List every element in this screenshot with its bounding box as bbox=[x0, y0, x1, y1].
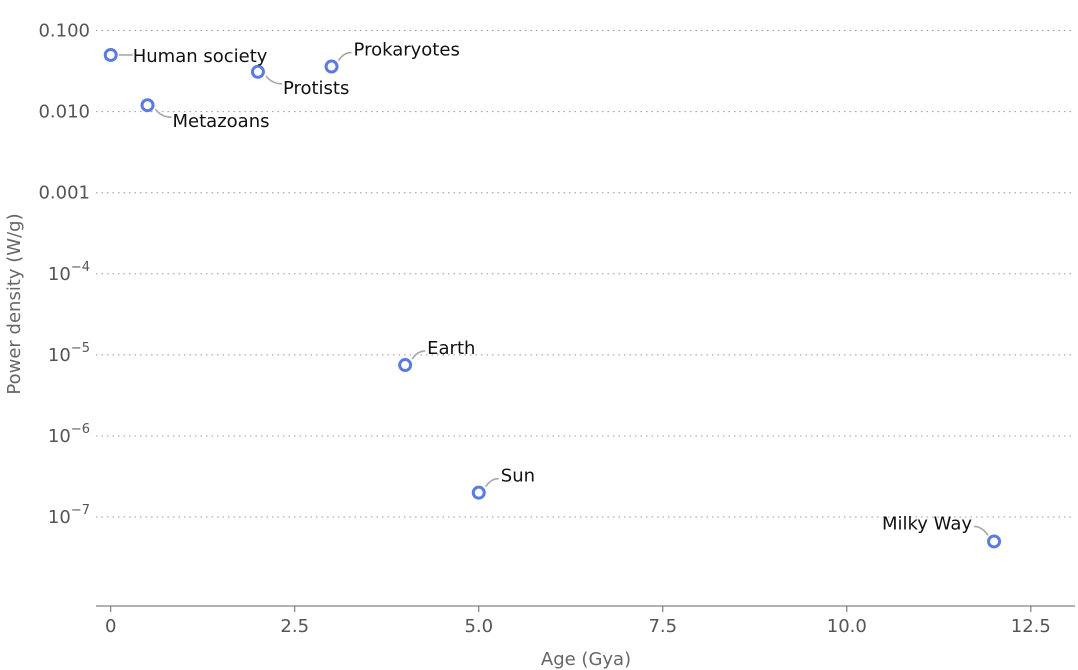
marker-layer bbox=[103, 47, 1002, 549]
leader-line bbox=[337, 51, 352, 61]
x-tick-label: 7.5 bbox=[648, 616, 677, 637]
data-point bbox=[140, 98, 155, 113]
label-layer: Human society Metazoans ProtistsProkaryote… bbox=[133, 40, 973, 535]
data-point bbox=[250, 64, 265, 79]
axes-layer: 10−7 10−6 10−5 10−4 0.001 0.010 0.100 0 2.5 5.0 7.… bbox=[38, 21, 1075, 637]
leader-line bbox=[265, 75, 282, 85]
x-tick-label: 0 bbox=[105, 616, 116, 637]
y-tick-label: 0.010 bbox=[38, 102, 90, 123]
y-axis-title: Power density (W/g) bbox=[4, 213, 25, 394]
leader-line bbox=[411, 350, 426, 360]
x-tick-label: 5.0 bbox=[464, 616, 493, 637]
y-tick-label: 10−7 bbox=[48, 503, 90, 528]
x-axis-title: Age (Gya) bbox=[541, 649, 631, 670]
data-point-label: Milky Way bbox=[882, 513, 972, 534]
x-tick-label: 2.5 bbox=[280, 616, 309, 637]
y-tick-label: 10−5 bbox=[48, 341, 90, 366]
data-point bbox=[103, 47, 118, 62]
data-point bbox=[987, 534, 1002, 549]
data-point-label: Sun bbox=[501, 466, 535, 487]
data-point-label: Earth bbox=[427, 338, 475, 359]
data-point bbox=[398, 358, 413, 373]
y-tick-label: 10−6 bbox=[48, 422, 90, 447]
x-tick-label: 12.5 bbox=[1011, 616, 1051, 637]
y-tick-label: 10−4 bbox=[48, 260, 90, 285]
leader-line bbox=[154, 108, 172, 119]
data-point bbox=[324, 59, 339, 74]
data-point bbox=[471, 485, 486, 500]
data-point-label: Prokaryotes bbox=[354, 40, 460, 61]
data-point-label: Metazoans bbox=[173, 111, 270, 132]
data-point-label: Human society bbox=[133, 46, 268, 67]
grid-layer bbox=[96, 30, 1075, 518]
data-point-label: Protists bbox=[283, 78, 349, 99]
leader-line bbox=[485, 477, 499, 488]
leader-layer bbox=[118, 51, 989, 536]
y-tick-label: 0.100 bbox=[38, 21, 90, 42]
leader-line bbox=[973, 525, 989, 536]
x-tick-label: 10.0 bbox=[827, 616, 867, 637]
y-tick-label: 0.001 bbox=[38, 183, 90, 204]
